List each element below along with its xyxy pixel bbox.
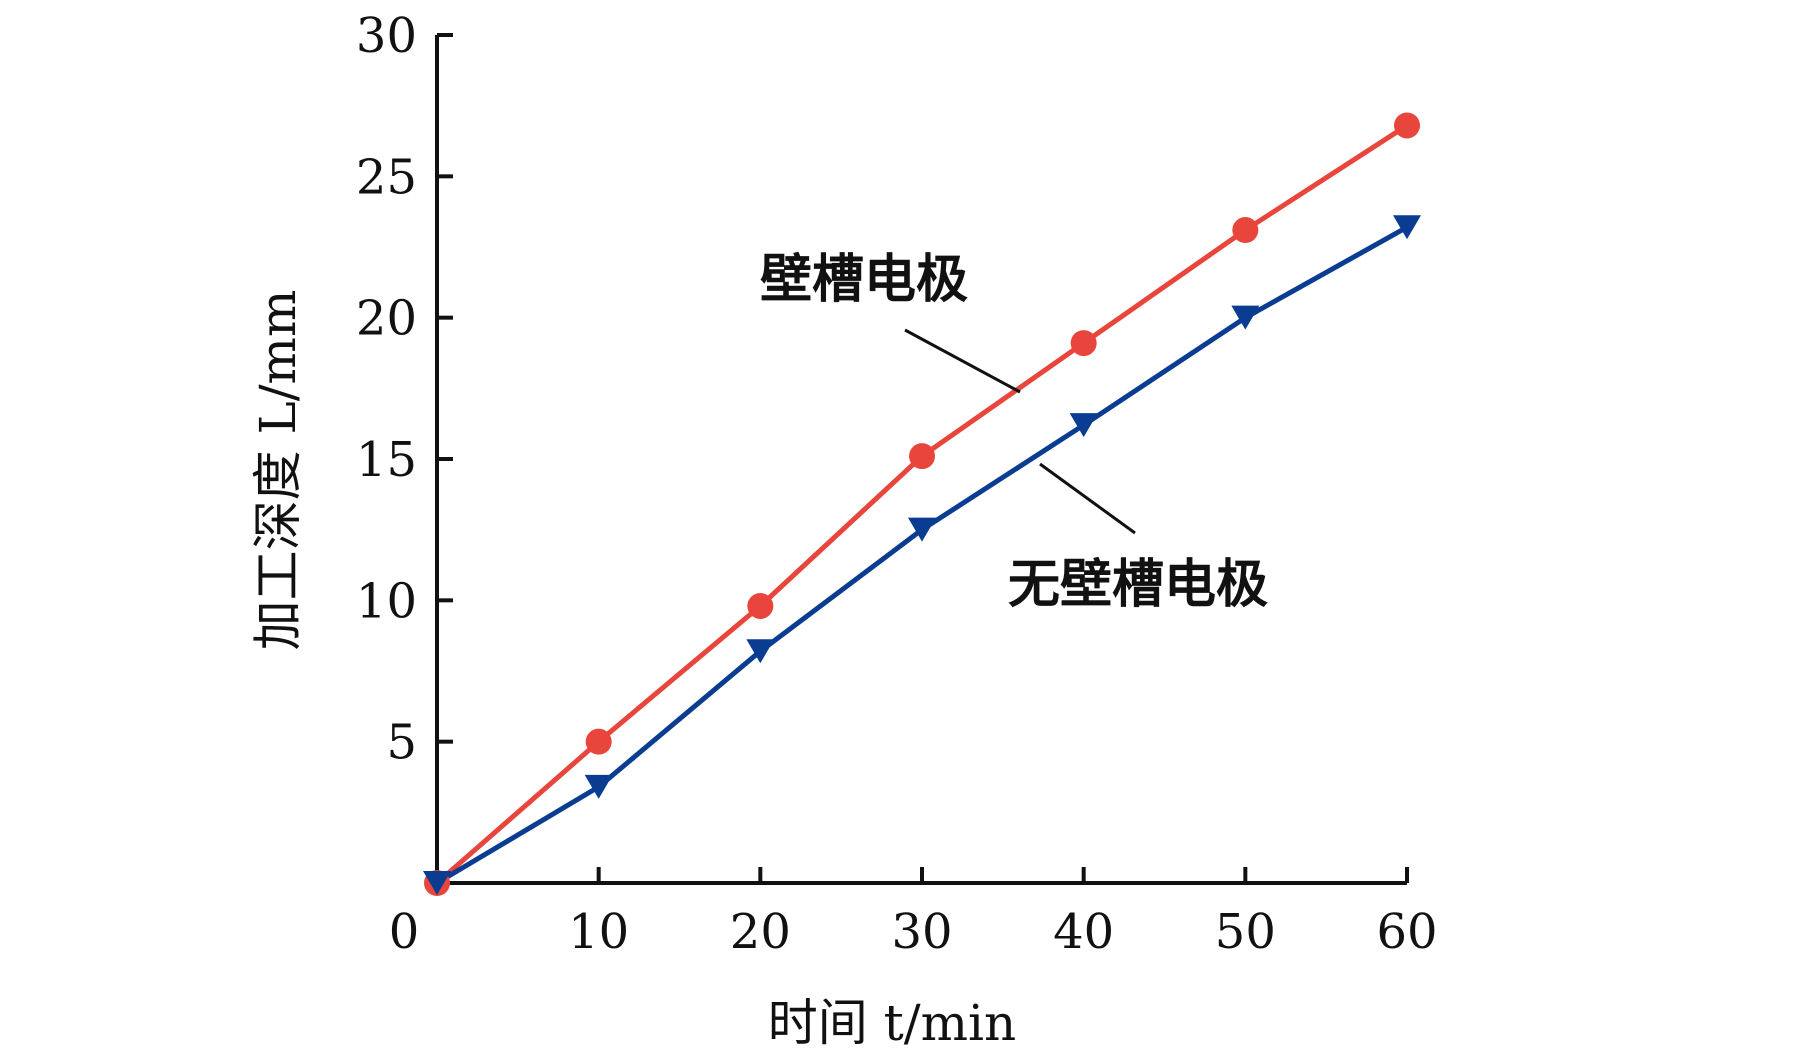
series-line-0 [435,123,1409,885]
data-point-circle [1232,217,1259,244]
data-point-triangle [1393,215,1421,240]
y-tick-label: 25 [356,149,417,205]
series-markers [423,112,1421,896]
annotation-label: 壁槽电极 [760,250,968,310]
y-axis-title: 加工深度 L/mm [249,290,307,651]
x-tick-label: 40 [1053,904,1114,960]
data-point-circle [909,443,935,470]
data-point-circle [1070,330,1097,357]
x-axis-title: 时间 t/min [768,994,1016,1052]
x-tick-label: 10 [568,904,629,960]
data-point-triangle [584,774,613,799]
annotation-leader-line [1039,462,1136,535]
axes: 0 10 20 30 40 50 60 5 10 15 20 25 30 [356,8,1438,960]
data-point-circle [747,592,774,619]
annotation-label: 无壁槽电极 [1008,555,1268,615]
x-tick-label: 0 [389,904,420,960]
x-tick-label: 50 [1215,904,1276,960]
y-tick-label: 15 [356,432,417,488]
data-point-triangle [908,517,936,542]
series-lines [435,123,1409,886]
data-point-triangle [1231,305,1260,330]
data-point-circle [585,728,612,755]
x-tick-label: 30 [891,904,952,960]
x-tick-label: 20 [730,904,791,960]
y-tick-label: 5 [386,715,417,771]
axis-titles: 时间 t/min 加工深度 L/mm [249,290,1016,1052]
data-point-circle [1394,112,1420,139]
x-tick-label: 60 [1376,904,1437,960]
y-tick-label: 30 [356,8,417,64]
data-point-triangle [1069,413,1098,438]
data-point-triangle [423,871,451,895]
y-tick-label: 20 [356,291,417,347]
annotation-leader-line [904,328,1021,394]
y-tick-label: 10 [356,573,417,629]
data-point-triangle [746,639,775,664]
